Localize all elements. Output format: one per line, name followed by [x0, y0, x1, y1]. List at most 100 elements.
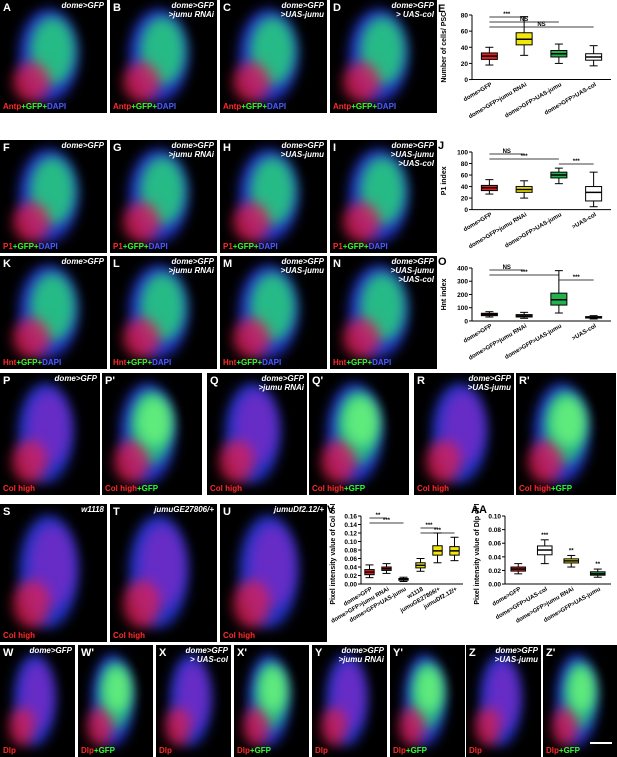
stain-label: P1+GFP+DAPI [3, 242, 58, 251]
genotype-line: dome>GFP [391, 1, 434, 10]
stain-label: Dlp [469, 746, 482, 755]
stain-part: DAPI [38, 242, 58, 251]
stain-part: Antp [3, 102, 22, 111]
sig-label: *** [573, 159, 581, 165]
panel-letter: R [417, 375, 425, 387]
panel-letter: L [113, 258, 120, 270]
genotype-line: w1118 [81, 505, 104, 514]
genotype-line: >jumu RNAi [338, 654, 384, 664]
y-tick-label: 0.14 [344, 522, 357, 529]
stain-label: Col high [210, 484, 242, 493]
stain-label: Col high+GFP [519, 484, 572, 493]
genotype-line: > UAS-col [189, 654, 228, 664]
box-plot-e: E Number of cells/ PSC 0 20 40 60 80 dome>GFP do… [438, 3, 617, 135]
stain-part: Antp [333, 102, 352, 111]
genotype-line: dome>GFP [171, 141, 214, 150]
panel-letter: T [113, 506, 120, 518]
y-tick-label: 20 [461, 61, 469, 68]
y-tick-label: 0.02 [344, 573, 357, 580]
box-1 [381, 563, 392, 574]
sig-label: NS [503, 149, 511, 155]
genotype-line: >UAS-jumu [280, 9, 324, 19]
panel-letter: M [223, 258, 233, 270]
genotype-line: >UAS-jumu [494, 654, 538, 664]
stain-part: DAPI [262, 358, 282, 367]
y-tick-label: 60 [461, 173, 469, 180]
tissue-region [416, 667, 443, 713]
genotype-label: dome>GFP >UAS-jumu [281, 141, 324, 160]
stain-part: Dlp [81, 746, 94, 755]
stain-label: Col high [3, 484, 35, 493]
tissue-region [122, 579, 161, 629]
x-tick-label: dome>GFP [463, 82, 494, 103]
tissue-region [122, 62, 161, 102]
panel-letter: Y' [393, 647, 403, 659]
tissue-region [12, 202, 51, 242]
genotype-label: jumuGE27806/+ [154, 505, 214, 515]
sig-label: *** [383, 518, 391, 524]
tissue-region [232, 318, 271, 358]
stain-label: Col high [223, 631, 255, 640]
x-tick-label: dome>GFP>jumu RNAi [468, 212, 528, 250]
genotype-line: >jumu RNAi [168, 265, 214, 275]
stain-label: Dlp+GFP [81, 746, 115, 755]
panel-letter: AA [471, 504, 487, 516]
y-tick-label: 0.04 [344, 565, 357, 572]
y-tick-label: 0 [464, 207, 468, 214]
tissue-region [9, 706, 36, 746]
stain-label: Antp+GFP+DAPI [333, 102, 396, 111]
tissue-region [551, 706, 578, 746]
genotype-line: dome>GFP [171, 1, 214, 10]
y-tick-label: 0.00 [488, 582, 501, 589]
y-tick-label: 100 [457, 305, 468, 312]
sig-label: ** [569, 548, 574, 554]
stain-part: Hnt [113, 358, 127, 367]
box-3 [415, 558, 426, 572]
stain-label: Dlp [315, 746, 328, 755]
y-tick-label: 0.10 [344, 539, 357, 546]
panel-letter: J [438, 140, 445, 152]
panel-letter: O [438, 256, 447, 268]
stain-part: DAPI [267, 102, 287, 111]
genotype-line: dome>GFP [468, 374, 511, 383]
genotype-line: dome>GFP [495, 646, 538, 655]
stain-part: +GFP [551, 484, 573, 493]
sig-label: *** [573, 275, 581, 281]
sig-label: *** [425, 523, 433, 529]
stain-part: DAPI [148, 242, 168, 251]
y-axis-label: Hnt index [441, 278, 448, 310]
panel-letter: P [3, 375, 11, 387]
tissue-region [321, 706, 348, 746]
stain-part: +GFP [405, 746, 428, 755]
tissue-region [568, 667, 595, 713]
stain-part: +GFP+ [131, 102, 158, 111]
image-panel-y-prime: Y' Dlp+GFP [390, 645, 465, 757]
tissue-region [342, 62, 381, 102]
y-tick-label: 40 [461, 184, 469, 191]
stain-part: +GFP+ [126, 358, 153, 367]
genotype-line: > UAS-col [395, 9, 434, 19]
stain-part: DAPI [42, 358, 62, 367]
stain-label: Dlp [159, 746, 172, 755]
stain-part: Col high [312, 484, 344, 493]
box-1 [515, 180, 533, 199]
panel-letter: Z' [546, 647, 556, 659]
tissue-region [104, 667, 131, 713]
stain-part: +GFP+ [122, 242, 149, 251]
x-tick-label: dome>GFP>UAS-jumu [504, 82, 563, 120]
tissue-region [122, 202, 161, 242]
y-tick-label: 0.08 [488, 527, 501, 534]
genotype-label: dome>GFP > UAS-col [186, 646, 228, 665]
genotype-label: dome>GFP [62, 1, 104, 11]
panel-letter: Q [210, 375, 219, 387]
genotype-line: dome>GFP [61, 141, 104, 150]
genotype-line: dome>GFP [54, 374, 97, 383]
sig-label: *** [521, 270, 529, 276]
y-tick-label: 0.08 [344, 548, 357, 555]
